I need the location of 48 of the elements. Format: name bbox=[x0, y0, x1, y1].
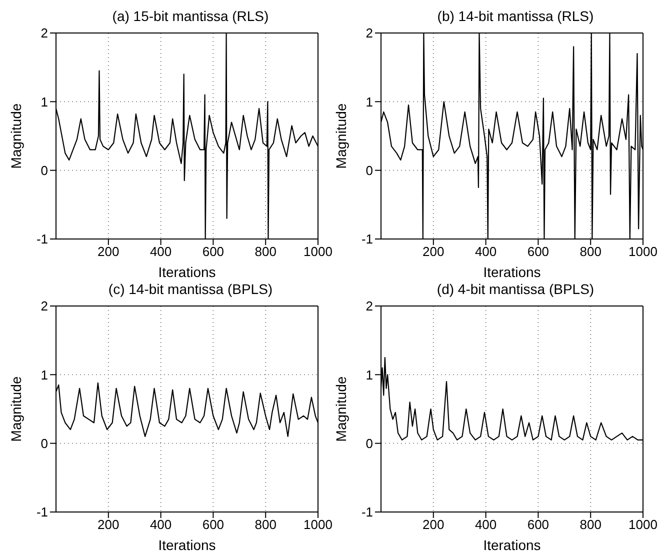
x-axis-title: Iterations bbox=[158, 264, 216, 280]
chart-title: (b) 14-bit mantissa (RLS) bbox=[436, 8, 595, 26]
y-tick-label: 0 bbox=[366, 436, 373, 451]
y-tick-label: -1 bbox=[361, 232, 373, 247]
y-axis-title: Magnitude bbox=[8, 103, 24, 169]
x-tick-label: 400 bbox=[474, 244, 497, 260]
x-tick-label: 1000 bbox=[304, 517, 332, 532]
x-tick-label: 1000 bbox=[628, 244, 658, 260]
x-tick-label: 400 bbox=[150, 517, 172, 532]
y-axis-title: Magnitude bbox=[332, 376, 349, 442]
x-tick-label: 200 bbox=[98, 517, 120, 532]
x-tick-label: 200 bbox=[422, 517, 444, 532]
y-tick-label: 1 bbox=[40, 367, 48, 382]
y-axis-title: Magnitude bbox=[8, 376, 24, 442]
x-axis-title: Iterations bbox=[158, 537, 216, 553]
y-tick-label: 2 bbox=[40, 26, 48, 41]
y-tick-label: 1 bbox=[40, 94, 48, 110]
x-axis-title: Iterations bbox=[483, 264, 541, 280]
y-tick-label: 0 bbox=[40, 162, 48, 178]
x-tick-label: 600 bbox=[527, 244, 550, 260]
y-tick-label: 2 bbox=[366, 26, 373, 41]
x-tick-label: 400 bbox=[474, 517, 497, 532]
y-tick-label: -1 bbox=[36, 232, 48, 247]
y-tick-label: 0 bbox=[366, 162, 373, 178]
y-tick-label: -1 bbox=[361, 504, 373, 520]
x-tick-label: 800 bbox=[580, 244, 602, 260]
x-tick-label: 1000 bbox=[304, 244, 332, 260]
chart-title: (c) 14-bit mantissa (BPLS) bbox=[107, 281, 274, 299]
y-tick-label: 0 bbox=[40, 436, 48, 451]
chart-title: (a) 15-bit mantissa (RLS) bbox=[111, 8, 270, 26]
x-tick-label: 600 bbox=[202, 517, 224, 532]
x-tick-label: 200 bbox=[98, 244, 120, 260]
y-tick-label: 2 bbox=[40, 298, 48, 314]
y-tick-label: 2 bbox=[366, 298, 373, 314]
y-tick-label: 1 bbox=[366, 94, 373, 110]
x-tick-label: 800 bbox=[580, 517, 602, 532]
x-tick-label: 600 bbox=[527, 517, 550, 532]
x-tick-label: 1000 bbox=[628, 517, 658, 532]
y-tick-label: 1 bbox=[366, 367, 373, 382]
x-tick-label: 600 bbox=[202, 244, 224, 260]
y-tick-label: -1 bbox=[36, 504, 48, 520]
x-tick-label: 800 bbox=[254, 517, 276, 532]
y-axis-title: Magnitude bbox=[332, 103, 349, 169]
x-tick-label: 400 bbox=[150, 244, 172, 260]
chart-title: (d) 4-bit mantissa (BPLS) bbox=[436, 281, 596, 299]
x-tick-label: 800 bbox=[254, 244, 276, 260]
x-axis-title: Iterations bbox=[483, 537, 541, 553]
x-tick-label: 200 bbox=[422, 244, 444, 260]
